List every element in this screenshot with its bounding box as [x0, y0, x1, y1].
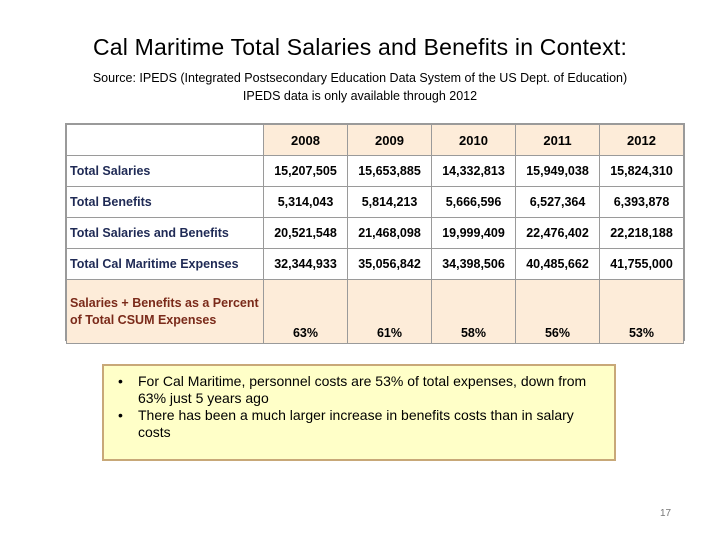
- summary-callout: • For Cal Maritime, personnel costs are …: [102, 364, 616, 461]
- table-cell: 15,653,885: [347, 155, 432, 187]
- table-cell: 5,814,213: [347, 186, 432, 218]
- year-header: 2012: [599, 124, 684, 156]
- table-cell: 34,398,506: [431, 248, 516, 280]
- bullet-icon: •: [118, 373, 123, 389]
- table-cell: 6,527,364: [515, 186, 600, 218]
- table-cell: 56%: [515, 279, 600, 344]
- year-header: 2009: [347, 124, 432, 156]
- table-cell: 5,314,043: [263, 186, 348, 218]
- row-label: Total Cal Maritime Expenses: [66, 248, 264, 280]
- year-header: 2010: [431, 124, 516, 156]
- row-label: Total Salaries and Benefits: [66, 217, 264, 249]
- table-cell: 22,476,402: [515, 217, 600, 249]
- list-item-text: There has been a much larger increase in…: [138, 407, 574, 440]
- list-item-text: For Cal Maritime, personnel costs are 53…: [138, 373, 587, 406]
- table-cell: 61%: [347, 279, 432, 344]
- row-label: Salaries + Benefits as a Percent of Tota…: [66, 279, 264, 344]
- row-label: Total Salaries: [66, 155, 264, 187]
- table-corner-cell: [66, 124, 264, 156]
- table-cell: 53%: [599, 279, 684, 344]
- table-cell: 19,999,409: [431, 217, 516, 249]
- subtitle-line-2: IPEDS data is only available through 201…: [242, 89, 478, 103]
- table-cell: 21,468,098: [347, 217, 432, 249]
- year-header: 2008: [263, 124, 348, 156]
- summary-list: • For Cal Maritime, personnel costs are …: [116, 373, 604, 441]
- subtitle-line-1: Source: IPEDS (Integrated Postsecondary …: [92, 71, 628, 85]
- list-item: • There has been a much larger increase …: [116, 407, 604, 441]
- table-cell: 15,949,038: [515, 155, 600, 187]
- table-cell: 63%: [263, 279, 348, 344]
- table-cell: 5,666,596: [431, 186, 516, 218]
- table-cell: 58%: [431, 279, 516, 344]
- page-number: 17: [660, 508, 672, 519]
- table-row-total-expenses: Total Cal Maritime Expenses 32,344,933 3…: [66, 248, 684, 280]
- table-cell: 15,824,310: [599, 155, 684, 187]
- table-cell: 20,521,548: [263, 217, 348, 249]
- table-cell: 15,207,505: [263, 155, 348, 187]
- bullet-icon: •: [118, 407, 123, 423]
- slide-title: Cal Maritime Total Salaries and Benefits…: [92, 34, 628, 60]
- table-cell: 6,393,878: [599, 186, 684, 218]
- year-header: 2011: [515, 124, 600, 156]
- table-row-total-salaries-benefits: Total Salaries and Benefits 20,521,548 2…: [66, 217, 684, 249]
- table-cell: 40,485,662: [515, 248, 600, 280]
- table-cell: 14,332,813: [431, 155, 516, 187]
- table-cell: 32,344,933: [263, 248, 348, 280]
- salary-table-container: 2008 2009 2010 2011 2012 Total Salaries …: [65, 123, 685, 344]
- slide-subtitle: Source: IPEDS (Integrated Postsecondary …: [0, 69, 720, 105]
- table-row-percent: Salaries + Benefits as a Percent of Tota…: [66, 279, 684, 344]
- row-label: Total Benefits: [66, 186, 264, 218]
- table-row-total-benefits: Total Benefits 5,314,043 5,814,213 5,666…: [66, 186, 684, 218]
- table-header-row: 2008 2009 2010 2011 2012: [66, 124, 684, 156]
- table-cell: 22,218,188: [599, 217, 684, 249]
- table-row-total-salaries: Total Salaries 15,207,505 15,653,885 14,…: [66, 155, 684, 187]
- list-item: • For Cal Maritime, personnel costs are …: [116, 373, 604, 407]
- table-cell: 35,056,842: [347, 248, 432, 280]
- salary-table: 2008 2009 2010 2011 2012 Total Salaries …: [66, 124, 684, 344]
- table-cell: 41,755,000: [599, 248, 684, 280]
